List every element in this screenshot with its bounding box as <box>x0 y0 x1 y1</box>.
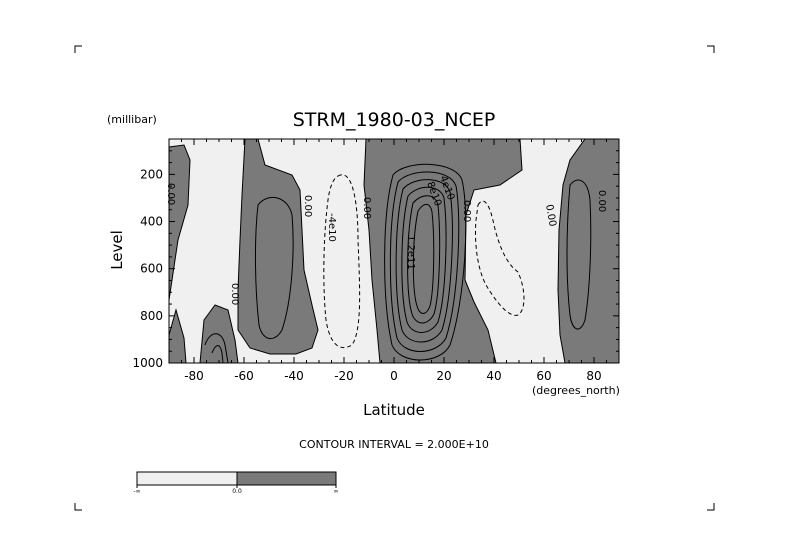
region-pos-midlat-south <box>237 138 319 355</box>
contour-interval-text: CONTOUR INTERVAL = 2.000E+10 <box>299 438 489 451</box>
contour-label: 0.00 <box>543 204 558 228</box>
x-tick-label: 80 <box>586 369 601 383</box>
colorbar-positive <box>236 471 337 486</box>
colorbar-label: -∞ <box>133 488 140 495</box>
contour-label: 0.00 <box>302 195 313 217</box>
y-tick-label: 1000 <box>132 356 163 370</box>
contour-negative-north <box>475 200 525 316</box>
colorbar-label: 0.0 <box>232 488 242 495</box>
x-tick-label: -20 <box>334 369 354 383</box>
plot-area <box>168 138 620 364</box>
x-tick-label: -40 <box>284 369 304 383</box>
crop-marks <box>74 45 715 511</box>
y-tick-label: 800 <box>140 309 163 323</box>
contour-label: 1.2e11 <box>405 235 416 270</box>
chart-title: STRM_1980-03_NCEP <box>293 109 496 131</box>
contour-label: 0.00 <box>361 197 372 219</box>
y-unit-label: (millibar) <box>107 113 157 126</box>
colorbar: -∞ 0.0 ∞ <box>133 471 339 495</box>
x-tick-label: -60 <box>234 369 254 383</box>
contour-label: 0.00 <box>596 190 607 212</box>
x-unit-label: (degrees_north) <box>532 384 620 397</box>
contour-label: 0.00 <box>461 200 472 222</box>
colorbar-negative <box>136 471 238 486</box>
y-tick-label: 200 <box>140 167 163 181</box>
x-tick-label: 0 <box>390 369 398 383</box>
y-axis-label: Level <box>108 230 126 270</box>
region-pos-equatorial <box>363 138 523 364</box>
contour-negative-south <box>323 174 361 349</box>
contour-label: 0.00 <box>165 183 176 205</box>
x-tick-label: 60 <box>536 369 551 383</box>
y-tick-label: 600 <box>140 262 163 276</box>
positive-contours <box>204 163 592 364</box>
y-axis: 200 400 600 800 1000 <box>132 150 619 370</box>
contour-label: 0.00 <box>229 283 240 305</box>
negative-contours <box>323 174 525 349</box>
x-tick-label: 40 <box>486 369 501 383</box>
x-tick-label: 20 <box>436 369 451 383</box>
x-axis-label: Latitude <box>363 401 425 419</box>
colorbar-label: ∞ <box>334 488 339 495</box>
contour-label: -4e10 <box>326 213 337 242</box>
x-tick-label: -80 <box>184 369 204 383</box>
contour-positive-core <box>412 203 435 314</box>
x-axis: -80 -60 -40 -20 0 20 40 60 80 <box>168 139 620 383</box>
y-tick-label: 400 <box>140 215 163 229</box>
positive-regions <box>168 138 620 364</box>
